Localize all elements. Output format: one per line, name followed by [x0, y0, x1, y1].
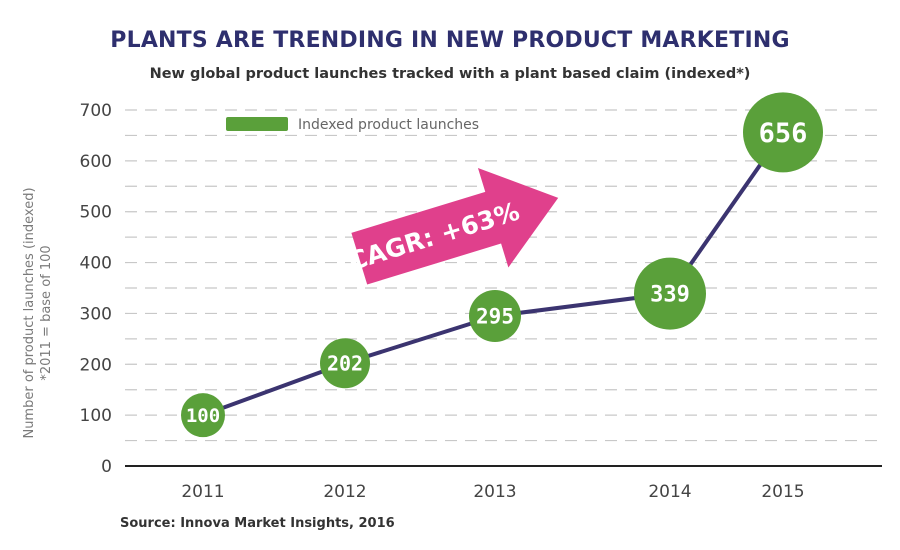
data-point [469, 289, 521, 342]
legend: Indexed product launches [226, 117, 479, 133]
data-point [320, 338, 370, 389]
y-axis-ticks: 0 100 200 300 400 500 600 700 [80, 101, 112, 477]
data-label: 100 [186, 405, 220, 427]
legend-swatch [226, 117, 288, 131]
data-point [743, 92, 823, 173]
x-tick-label: 2012 [323, 482, 366, 502]
y-tick-label: 100 [80, 406, 112, 426]
data-label: 202 [327, 351, 363, 375]
y-tick-label: 500 [80, 203, 112, 223]
y-axis-note: *2011 = base of 100 [39, 245, 54, 380]
x-tick-label: 2013 [473, 482, 516, 502]
y-tick-label: 200 [80, 355, 112, 375]
x-tick-label: 2011 [181, 482, 224, 502]
y-tick-label: 300 [80, 304, 112, 324]
x-tick-label: 2014 [648, 482, 691, 502]
y-tick-label: 400 [80, 254, 112, 274]
cagr-arrow-shape [351, 167, 559, 285]
x-tick-label: 2015 [761, 482, 804, 502]
x-axis-ticks: 2011 2012 2013 2014 2015 [181, 482, 804, 502]
cagr-arrow: CAGR: +63% [345, 167, 559, 285]
y-tick-label: 700 [80, 101, 112, 121]
chart-subtitle: New global product launches tracked with… [149, 66, 751, 82]
data-points: 100 202 295 339 656 [181, 92, 823, 438]
data-point [634, 257, 706, 330]
data-label: 656 [759, 118, 808, 149]
legend-label: Indexed product launches [298, 117, 479, 133]
source-note: Source: Innova Market Insights, 2016 [120, 516, 395, 531]
data-point [181, 393, 225, 438]
y-axis-label-group: Number of product launches (indexed) *20… [22, 187, 54, 438]
y-axis-label: Number of product launches (indexed) [22, 187, 37, 438]
chart-title: PLANTS ARE TRENDING IN NEW PRODUCT MARKE… [110, 28, 790, 53]
y-tick-label: 0 [101, 457, 112, 477]
y-tick-label: 600 [80, 152, 112, 172]
data-label: 295 [476, 305, 514, 329]
data-label: 339 [650, 283, 690, 308]
